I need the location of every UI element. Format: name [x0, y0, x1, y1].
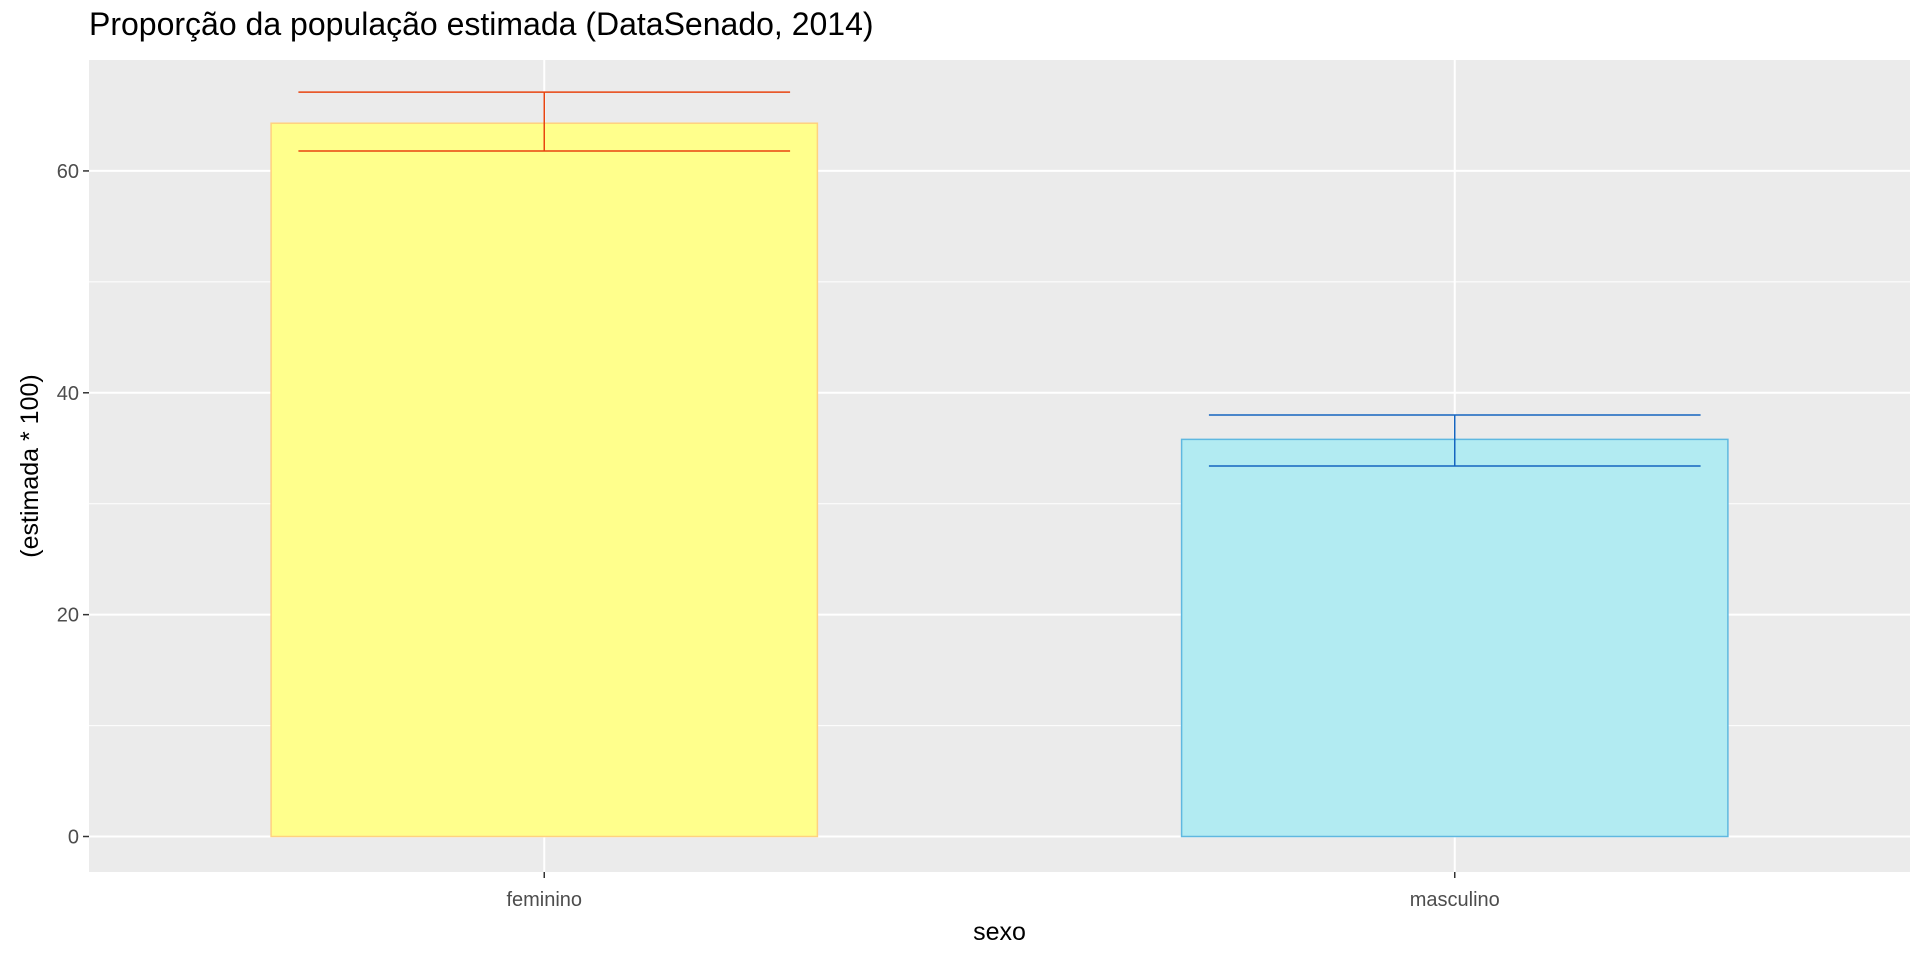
chart-title: Proporção da população estimada (DataSen… [89, 6, 874, 42]
error-bar-masculino [1208, 414, 1701, 467]
bar-feminino [270, 122, 819, 838]
error-bar-feminino [298, 91, 791, 152]
y-tick-label: 0 [68, 827, 79, 849]
x-tick-label: masculino [1410, 889, 1500, 911]
x-axis-title: sexo [973, 918, 1026, 946]
bars [270, 122, 1729, 838]
bar-masculino [1180, 438, 1729, 838]
y-axis-title: (estimada * 100) [16, 374, 44, 557]
x-axis: feminino masculino [506, 872, 1500, 911]
y-tick-label: 20 [57, 605, 79, 627]
y-tick-label: 40 [57, 383, 79, 405]
x-tick-label: feminino [506, 889, 582, 911]
y-tick-label: 60 [57, 161, 79, 183]
error-bars [298, 91, 1701, 467]
y-axis: 0 20 40 60 [57, 161, 89, 849]
